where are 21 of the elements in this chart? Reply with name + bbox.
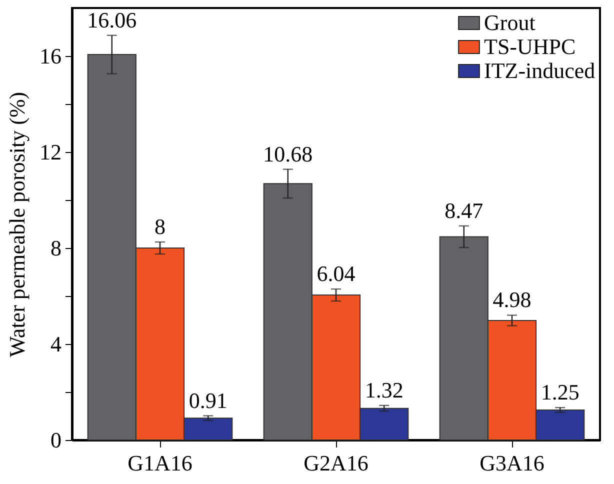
x-tick-label: G2A16 [304,450,368,476]
y-tick-label: 16 [40,44,62,68]
legend-label: ITZ-induced [484,58,596,83]
data-label: 0.91 [188,388,228,413]
y-axis-title: Water permeable porosity (%) [4,92,30,358]
y-tick-label: 4 [50,332,62,356]
data-label: 1.32 [364,377,404,402]
data-label: 8.47 [444,198,484,223]
y-tick-label: 0 [50,428,62,452]
x-tick-label: G3A16 [480,450,544,476]
data-label: 6.04 [316,261,356,286]
data-label: 4.98 [492,287,532,312]
x-tick-label: G1A16 [128,450,192,476]
legend-label: TS-UHPC [484,34,576,59]
data-label: 10.68 [263,141,313,166]
data-label: 1.25 [540,380,580,405]
y-tick-label: 8 [50,236,62,260]
data-label: 8 [154,214,166,239]
y-tick-label: 12 [40,140,62,164]
legend-label: Grout [484,10,536,35]
data-label: 16.06 [87,7,137,32]
